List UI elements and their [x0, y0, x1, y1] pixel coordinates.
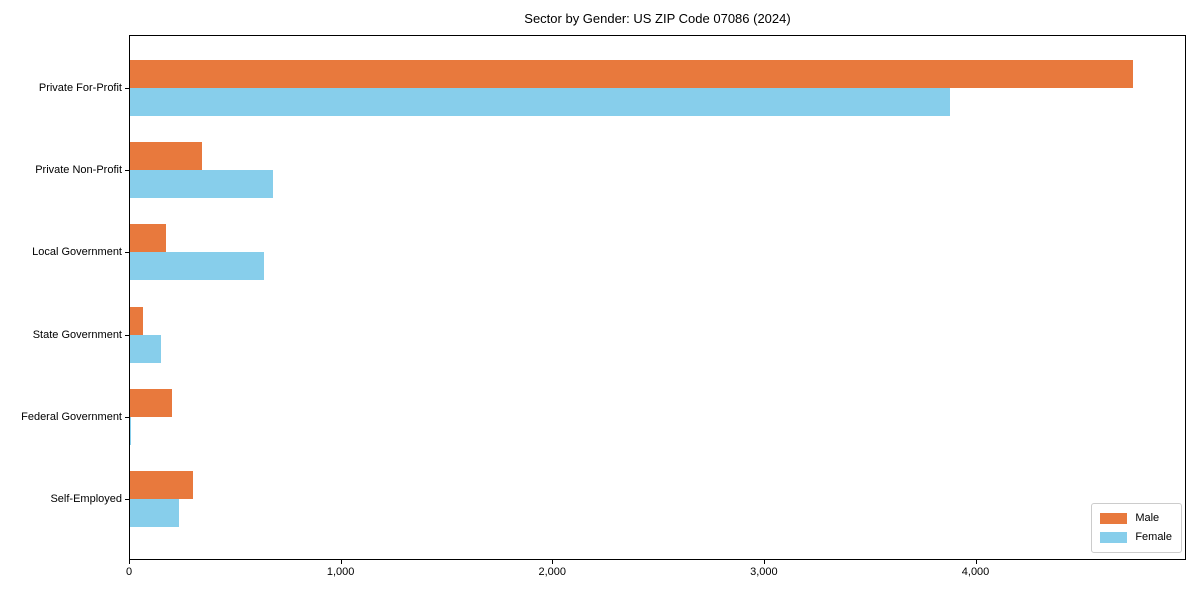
- x-tick-label: 0: [125, 566, 133, 578]
- legend-item-male: Male: [1100, 510, 1172, 527]
- y-tick-mark: [125, 334, 129, 336]
- y-tick-label-federal-government: Federal Government: [21, 410, 122, 423]
- y-tick-mark: [125, 499, 129, 500]
- x-tick-label: 2,000: [538, 566, 567, 578]
- bar-male-self-employed: [130, 471, 194, 499]
- x-tick-mark: [552, 560, 554, 564]
- x-tick-label: 3,000: [750, 566, 778, 578]
- y-tick-label-private-non-profit: Private Non-Profit: [35, 164, 122, 177]
- x-tick-mark: [763, 560, 765, 564]
- legend: Male Female: [1091, 503, 1182, 553]
- y-tick-label-local-government: Local Government: [32, 246, 122, 259]
- y-axis-labels: Private For-Profit Private Non-Profit Loca…: [0, 0, 122, 600]
- bar-male-private-for-profit: [130, 60, 1134, 88]
- bar-male-local-government: [130, 224, 166, 253]
- y-tick-mark: [125, 416, 129, 418]
- x-tick-mark: [975, 560, 977, 564]
- chart-title: Sector by Gender: US ZIP Code 07086 (202…: [524, 11, 791, 26]
- x-tick-mark: [340, 560, 342, 564]
- bar-male-private-non-profit: [130, 142, 202, 171]
- male-color-swatch: [1100, 513, 1128, 524]
- bar-female-local-government: [130, 252, 265, 281]
- x-tick-label: 4,000: [961, 566, 990, 578]
- bar-male-federal-government: [130, 388, 173, 417]
- y-tick-label-private-for-profit: Private For-Profit: [38, 82, 122, 94]
- legend-item-female: Female: [1100, 529, 1172, 546]
- y-tick-label-self-employed: Self-Employed: [50, 493, 122, 505]
- plot-area: Male Female: [129, 35, 1186, 560]
- female-color-swatch: [1100, 532, 1128, 543]
- bar-female-state-government: [130, 334, 161, 363]
- x-tick-label: 1,000: [326, 566, 355, 578]
- bar-female-federal-government: [130, 416, 132, 445]
- bar-male-state-government: [130, 306, 143, 335]
- x-tick-mark: [129, 560, 130, 564]
- legend-label-male: Male: [1135, 512, 1160, 524]
- bar-female-private-for-profit: [130, 88, 951, 116]
- bar-female-private-non-profit: [130, 170, 273, 199]
- y-tick-mark: [125, 88, 129, 89]
- y-tick-mark: [125, 170, 129, 172]
- legend-label-female: Female: [1135, 531, 1172, 543]
- y-tick-label-state-government: State Government: [32, 328, 122, 341]
- y-tick-mark: [125, 252, 129, 254]
- bar-female-self-employed: [130, 499, 179, 527]
